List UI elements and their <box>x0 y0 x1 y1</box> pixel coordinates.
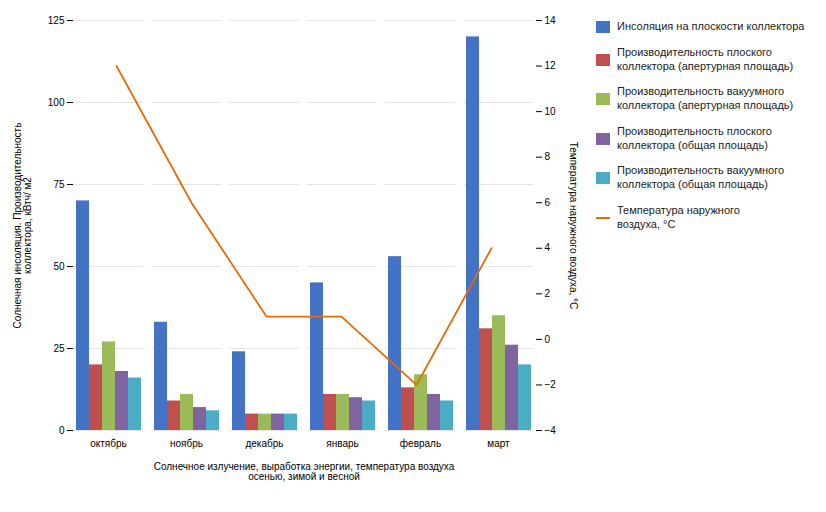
html-text:Инсоляция на плоскости коллект: Инсоляция на плоскости коллектора <box>617 20 805 32</box>
html-text:Производительность плоского ко: Производительность плоского коллектора (… <box>617 45 794 72</box>
html-text:Производительность вакуумного: Производительность вакуумного коллектора… <box>617 85 794 111</box>
svg-text:25: 25 <box>53 343 65 354</box>
html-text:Производительность плоского ко: Производительность плоского коллектора (… <box>617 124 772 151</box>
html-text:Температура наружного воздуха,: Температура наружного воздуха, °С <box>617 203 740 230</box>
svg-text:−4: −4 <box>545 425 557 436</box>
svg-text:февраль: февраль <box>400 438 441 449</box>
svg-text:декабрь: декабрь <box>245 438 283 449</box>
svg-text:−2: −2 <box>545 379 557 390</box>
svg-text:январь: январь <box>326 438 358 449</box>
svg-text:10: 10 <box>545 106 557 117</box>
svg-text:125: 125 <box>48 15 65 26</box>
svg-text:14: 14 <box>545 15 557 26</box>
svg-text:март: март <box>487 438 510 449</box>
svg-text:12: 12 <box>545 60 557 71</box>
svg-text:4: 4 <box>545 242 551 253</box>
svg-text:Солнечное излучение, выработка: Солнечное излучение, выработка энергии, … <box>154 461 455 482</box>
svg-text:Температура наружного воздуха,: Температура наружного воздуха, °С <box>568 142 579 310</box>
svg-text:100: 100 <box>48 97 65 108</box>
svg-text:50: 50 <box>53 261 65 272</box>
svg-text:0: 0 <box>545 334 551 345</box>
svg-text:октябрь: октябрь <box>90 438 127 449</box>
svg-text:8: 8 <box>545 151 551 162</box>
svg-text:0: 0 <box>59 425 65 436</box>
svg-text:2: 2 <box>545 288 551 299</box>
svg-text:75: 75 <box>53 179 65 190</box>
svg-text:6: 6 <box>545 197 551 208</box>
svg-text:ноябрь: ноябрь <box>170 438 203 449</box>
svg-text:Солнечная инсоляция. Производи: Солнечная инсоляция. Производительностьк… <box>12 123 33 329</box>
html-text:Производительность вакуумного: Производительность вакуумного коллектора… <box>617 164 785 190</box>
